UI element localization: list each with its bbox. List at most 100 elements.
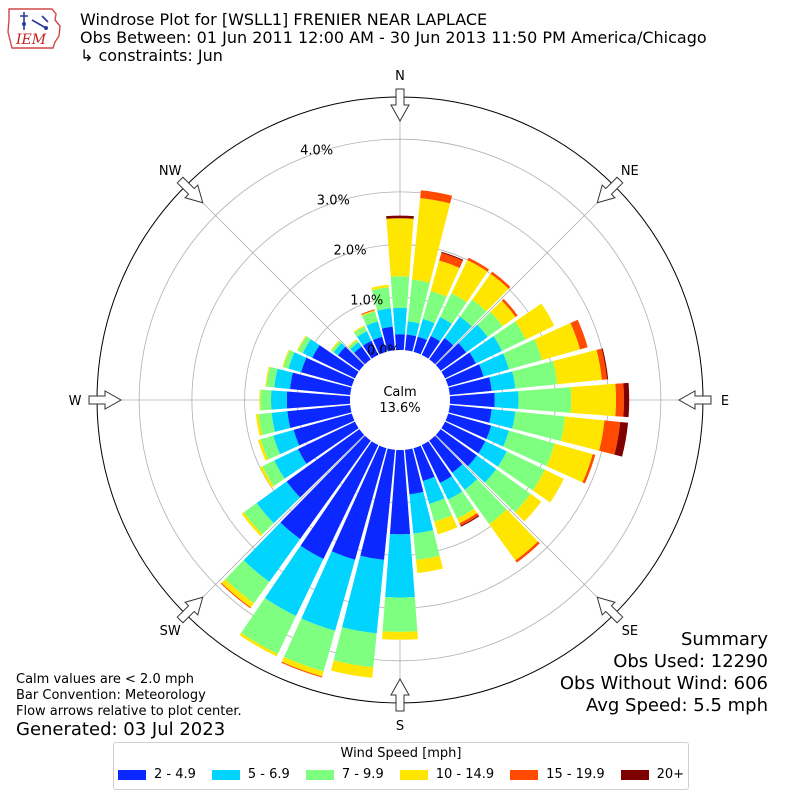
- bar-230-bin-1: [256, 481, 301, 524]
- legend-item-3: 10 - 14.9: [399, 767, 494, 782]
- radial-tick-label: 4.0%: [300, 144, 333, 159]
- bar-10-bin-4: [420, 190, 453, 204]
- bar-290-bin-3: [282, 349, 290, 368]
- bar-130-bin-3: [515, 493, 542, 522]
- generated-date: Generated: 03 Jul 2023: [16, 719, 226, 740]
- bar-350-bin-2: [372, 287, 391, 311]
- bar-170-bin-2: [413, 530, 440, 560]
- bar-110-bin-0: [445, 413, 492, 440]
- bar-350-bin-3: [371, 284, 389, 291]
- bar-220-bin-2: [225, 560, 270, 604]
- bar-110-bin-2: [503, 430, 555, 467]
- bar-210-bin-2: [241, 598, 297, 655]
- bar-290-bin-1: [288, 352, 307, 373]
- bar-340-bin-3: [361, 310, 376, 316]
- direction-label-W: W: [69, 394, 82, 409]
- bar-140-bin-0: [429, 435, 463, 473]
- note-calm: Calm values are < 2.0 mph: [16, 672, 195, 687]
- direction-label-NE: NE: [621, 164, 639, 179]
- bar-230-bin-0: [286, 429, 365, 498]
- bar-120-bin-3: [532, 469, 564, 503]
- legend-item-5: 20+: [620, 767, 684, 782]
- bar-140-bin-3: [489, 509, 538, 561]
- bar-10-bin-1: [406, 321, 420, 337]
- bar-300-bin-2: [297, 336, 311, 354]
- bar-40-bin-0: [429, 337, 454, 365]
- bar-110-bin-4: [582, 454, 596, 484]
- bar-60-bin-1: [469, 336, 503, 364]
- bar-280-bin-3: [265, 366, 270, 387]
- bar-80-bin-1: [489, 371, 516, 391]
- legend-item-4: 15 - 19.9: [510, 767, 605, 782]
- bar-250-bin-2: [260, 435, 280, 460]
- grid-spoke: [185, 185, 365, 365]
- bar-80-bin-2: [512, 360, 558, 389]
- bar-60-bin-0: [441, 352, 476, 379]
- bar-50-bin-0: [435, 342, 467, 371]
- bar-90-bin-1: [494, 391, 519, 409]
- flow-arrow-icon: [176, 596, 204, 624]
- bar-120-bin-1: [478, 441, 507, 467]
- bar-340-bin-2: [362, 311, 378, 326]
- bar-80-bin-0: [448, 377, 492, 396]
- bar-140-bin-1: [452, 464, 478, 490]
- bar-70-bin-4: [570, 319, 588, 350]
- bar-310-bin-0: [337, 346, 365, 371]
- bar-230-bin-3: [241, 512, 263, 537]
- bar-210-bin-1: [264, 545, 324, 617]
- flow-arrow-icon: [390, 88, 410, 123]
- bar-330-bin-2: [354, 326, 367, 337]
- iem-logo: IEM: [7, 8, 61, 49]
- bar-80-bin-3: [553, 349, 602, 385]
- calm-value: 13.6%: [379, 401, 420, 416]
- bar-190-bin-0: [360, 448, 396, 560]
- direction-label-SW: SW: [160, 624, 181, 639]
- calm-circle: [350, 350, 450, 450]
- bar-180-bin-3: [382, 631, 418, 640]
- bar-270-bin-0: [286, 391, 351, 409]
- chart-subtitle-constraints: ↳ constraints: Jun: [80, 46, 223, 65]
- legend-swatch: [620, 769, 649, 780]
- bar-120-bin-2: [497, 451, 545, 491]
- bar-270-bin-3: [259, 389, 261, 411]
- legend-item-2: 7 - 9.9: [305, 767, 384, 782]
- bar-0-bin-1: [393, 307, 407, 335]
- legend-swatch: [399, 769, 428, 780]
- direction-label-S: S: [396, 719, 404, 734]
- bar-40-bin-1: [444, 316, 472, 346]
- bar-350-bin-0: [381, 326, 396, 352]
- bar-280-bin-0: [289, 372, 352, 396]
- bar-320-bin-0: [354, 346, 371, 365]
- bar-0-bin-0: [395, 334, 405, 351]
- bar-270-bin-1: [270, 390, 288, 410]
- bar-210-bin-0: [300, 441, 379, 560]
- bar-30-bin-0: [421, 335, 441, 359]
- legend-swatch: [118, 769, 146, 780]
- bar-170-bin-1: [409, 491, 434, 534]
- bar-260-bin-0: [287, 404, 352, 428]
- bar-240-bin-3: [259, 466, 274, 488]
- bar-160-bin-3: [434, 515, 458, 535]
- bar-220-bin-4: [220, 582, 251, 609]
- bar-330-bin-1: [356, 331, 372, 346]
- legend-swatch: [305, 769, 334, 780]
- bar-180-bin-1: [385, 533, 415, 598]
- bar-300-bin-1: [302, 339, 320, 358]
- legend-items: 2 - 4.9 5 - 6.9 7 - 9.9 10 - 14.9 15 - 19.9 2…: [118, 767, 700, 782]
- legend: Wind Speed [mph] 2 - 4.9 5 - 6.9 7 - 9.9 10…: [113, 742, 689, 790]
- bar-160-bin-0: [413, 445, 435, 482]
- bar-170-bin-3: [415, 555, 443, 574]
- bar-150-bin-0: [421, 441, 452, 484]
- bar-40-bin-2: [459, 299, 487, 327]
- radial-tick-label: 3.0%: [317, 194, 350, 209]
- bar-30-bin-1: [430, 316, 452, 342]
- bar-20-bin-5: [441, 251, 464, 261]
- flow-arrow-icon: [88, 390, 123, 410]
- legend-label: 2 - 4.9: [154, 767, 196, 782]
- direction-label-SE: SE: [622, 624, 638, 639]
- bar-30-bin-2: [439, 293, 467, 324]
- bar-240-bin-2: [262, 460, 285, 487]
- bar-100-bin-5: [614, 421, 629, 457]
- bar-20-bin-2: [422, 290, 447, 324]
- bar-310-bin-3: [330, 340, 340, 351]
